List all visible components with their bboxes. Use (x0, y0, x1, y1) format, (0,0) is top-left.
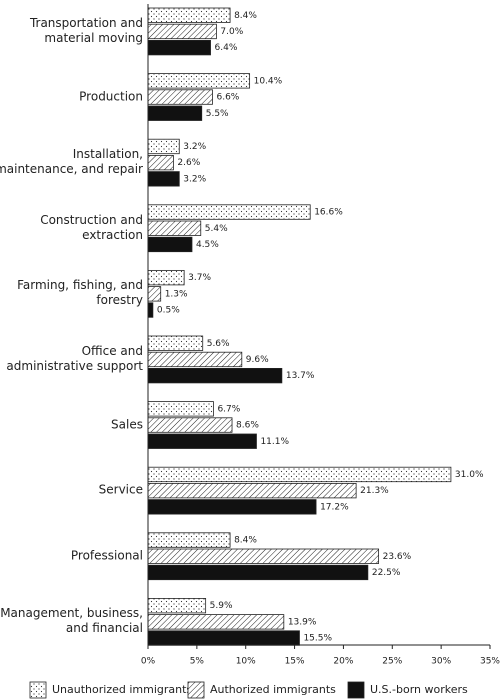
category-label: Service (98, 482, 143, 497)
bar (147, 302, 154, 318)
x-tick-label: 20% (333, 657, 353, 667)
category-label: Production (79, 89, 143, 104)
bar (147, 23, 217, 40)
category-label: Construction and extraction (40, 212, 143, 242)
category-label: Installation, maintenance, and repair (0, 147, 143, 177)
bar (147, 220, 202, 236)
legend-label: Authorized immigrants (210, 683, 336, 696)
bar (147, 499, 317, 515)
category-label: Farming, fishing, and forestry (17, 278, 143, 308)
legend-swatch (347, 681, 365, 699)
value-label: 5.9% (210, 601, 233, 611)
legend-swatch (29, 681, 47, 699)
value-label: 13.9% (288, 617, 317, 627)
value-label: 7.0% (220, 27, 243, 37)
value-label: 22.5% (372, 568, 401, 578)
value-label: 21.3% (360, 486, 389, 496)
bar (147, 40, 211, 56)
value-label: 5.4% (205, 224, 228, 234)
value-label: 16.6% (314, 208, 343, 218)
bar (147, 171, 180, 187)
x-tick-label: 35% (480, 657, 500, 667)
bar (147, 564, 369, 581)
x-tick-label: 15% (285, 657, 305, 667)
category-label: Management, business, and financial (0, 606, 143, 636)
value-label: 8.4% (234, 11, 257, 21)
value-label: 17.2% (320, 502, 349, 512)
value-label: 9.6% (246, 355, 269, 365)
category-label: Professional (70, 548, 143, 563)
value-label: 10.4% (254, 76, 283, 86)
bar (147, 482, 357, 499)
value-label: 8.4% (234, 536, 257, 546)
value-label: 2.6% (177, 158, 200, 168)
bar (147, 417, 233, 433)
value-label: 6.7% (217, 404, 240, 414)
bar (147, 598, 207, 614)
bar (147, 105, 203, 121)
x-tick-label: 30% (431, 657, 451, 667)
bar (147, 236, 193, 253)
value-label: 5.5% (206, 109, 229, 119)
bar (147, 73, 251, 89)
bar (147, 367, 283, 384)
value-label: 3.2% (183, 142, 206, 152)
value-label: 3.2% (183, 174, 206, 184)
x-tick-label: 10% (236, 657, 256, 667)
category-label: Sales (111, 417, 143, 432)
x-tick-label: 25% (382, 657, 402, 667)
bar (147, 466, 452, 483)
bar (147, 532, 231, 548)
x-tick-label: 5% (190, 657, 205, 667)
bar (147, 7, 231, 23)
value-label: 1.3% (165, 289, 188, 299)
legend-label: U.S.-born workers (370, 683, 468, 696)
value-label: 15.5% (303, 634, 332, 644)
value-label: 3.7% (188, 273, 211, 283)
legend-label: Unauthorized immigrants (52, 683, 192, 696)
value-label: 11.1% (260, 437, 289, 447)
category-label: Transportation and material moving (29, 16, 143, 45)
value-label: 23.6% (383, 552, 412, 562)
bar (147, 351, 243, 368)
category-label: Office and administrative support (6, 344, 143, 373)
value-label: 6.4% (215, 43, 238, 53)
value-label: 31.0% (455, 470, 484, 480)
bar (147, 269, 185, 286)
bar (147, 401, 214, 417)
bar (147, 335, 204, 351)
value-label: 13.7% (286, 371, 315, 381)
bar (147, 154, 174, 171)
legend-swatch (187, 681, 205, 699)
bar (147, 630, 300, 646)
bar (147, 614, 285, 630)
value-label: 8.6% (236, 421, 259, 431)
value-label: 0.5% (157, 306, 180, 316)
value-label: 5.6% (207, 339, 230, 349)
bar (147, 204, 311, 220)
bar (147, 433, 257, 449)
value-label: 4.5% (196, 240, 219, 250)
bar (147, 286, 162, 302)
bar (147, 548, 380, 564)
x-tick-label: 0% (141, 657, 156, 667)
value-label: 6.6% (216, 93, 239, 103)
bar (147, 138, 180, 155)
bar (147, 89, 213, 105)
